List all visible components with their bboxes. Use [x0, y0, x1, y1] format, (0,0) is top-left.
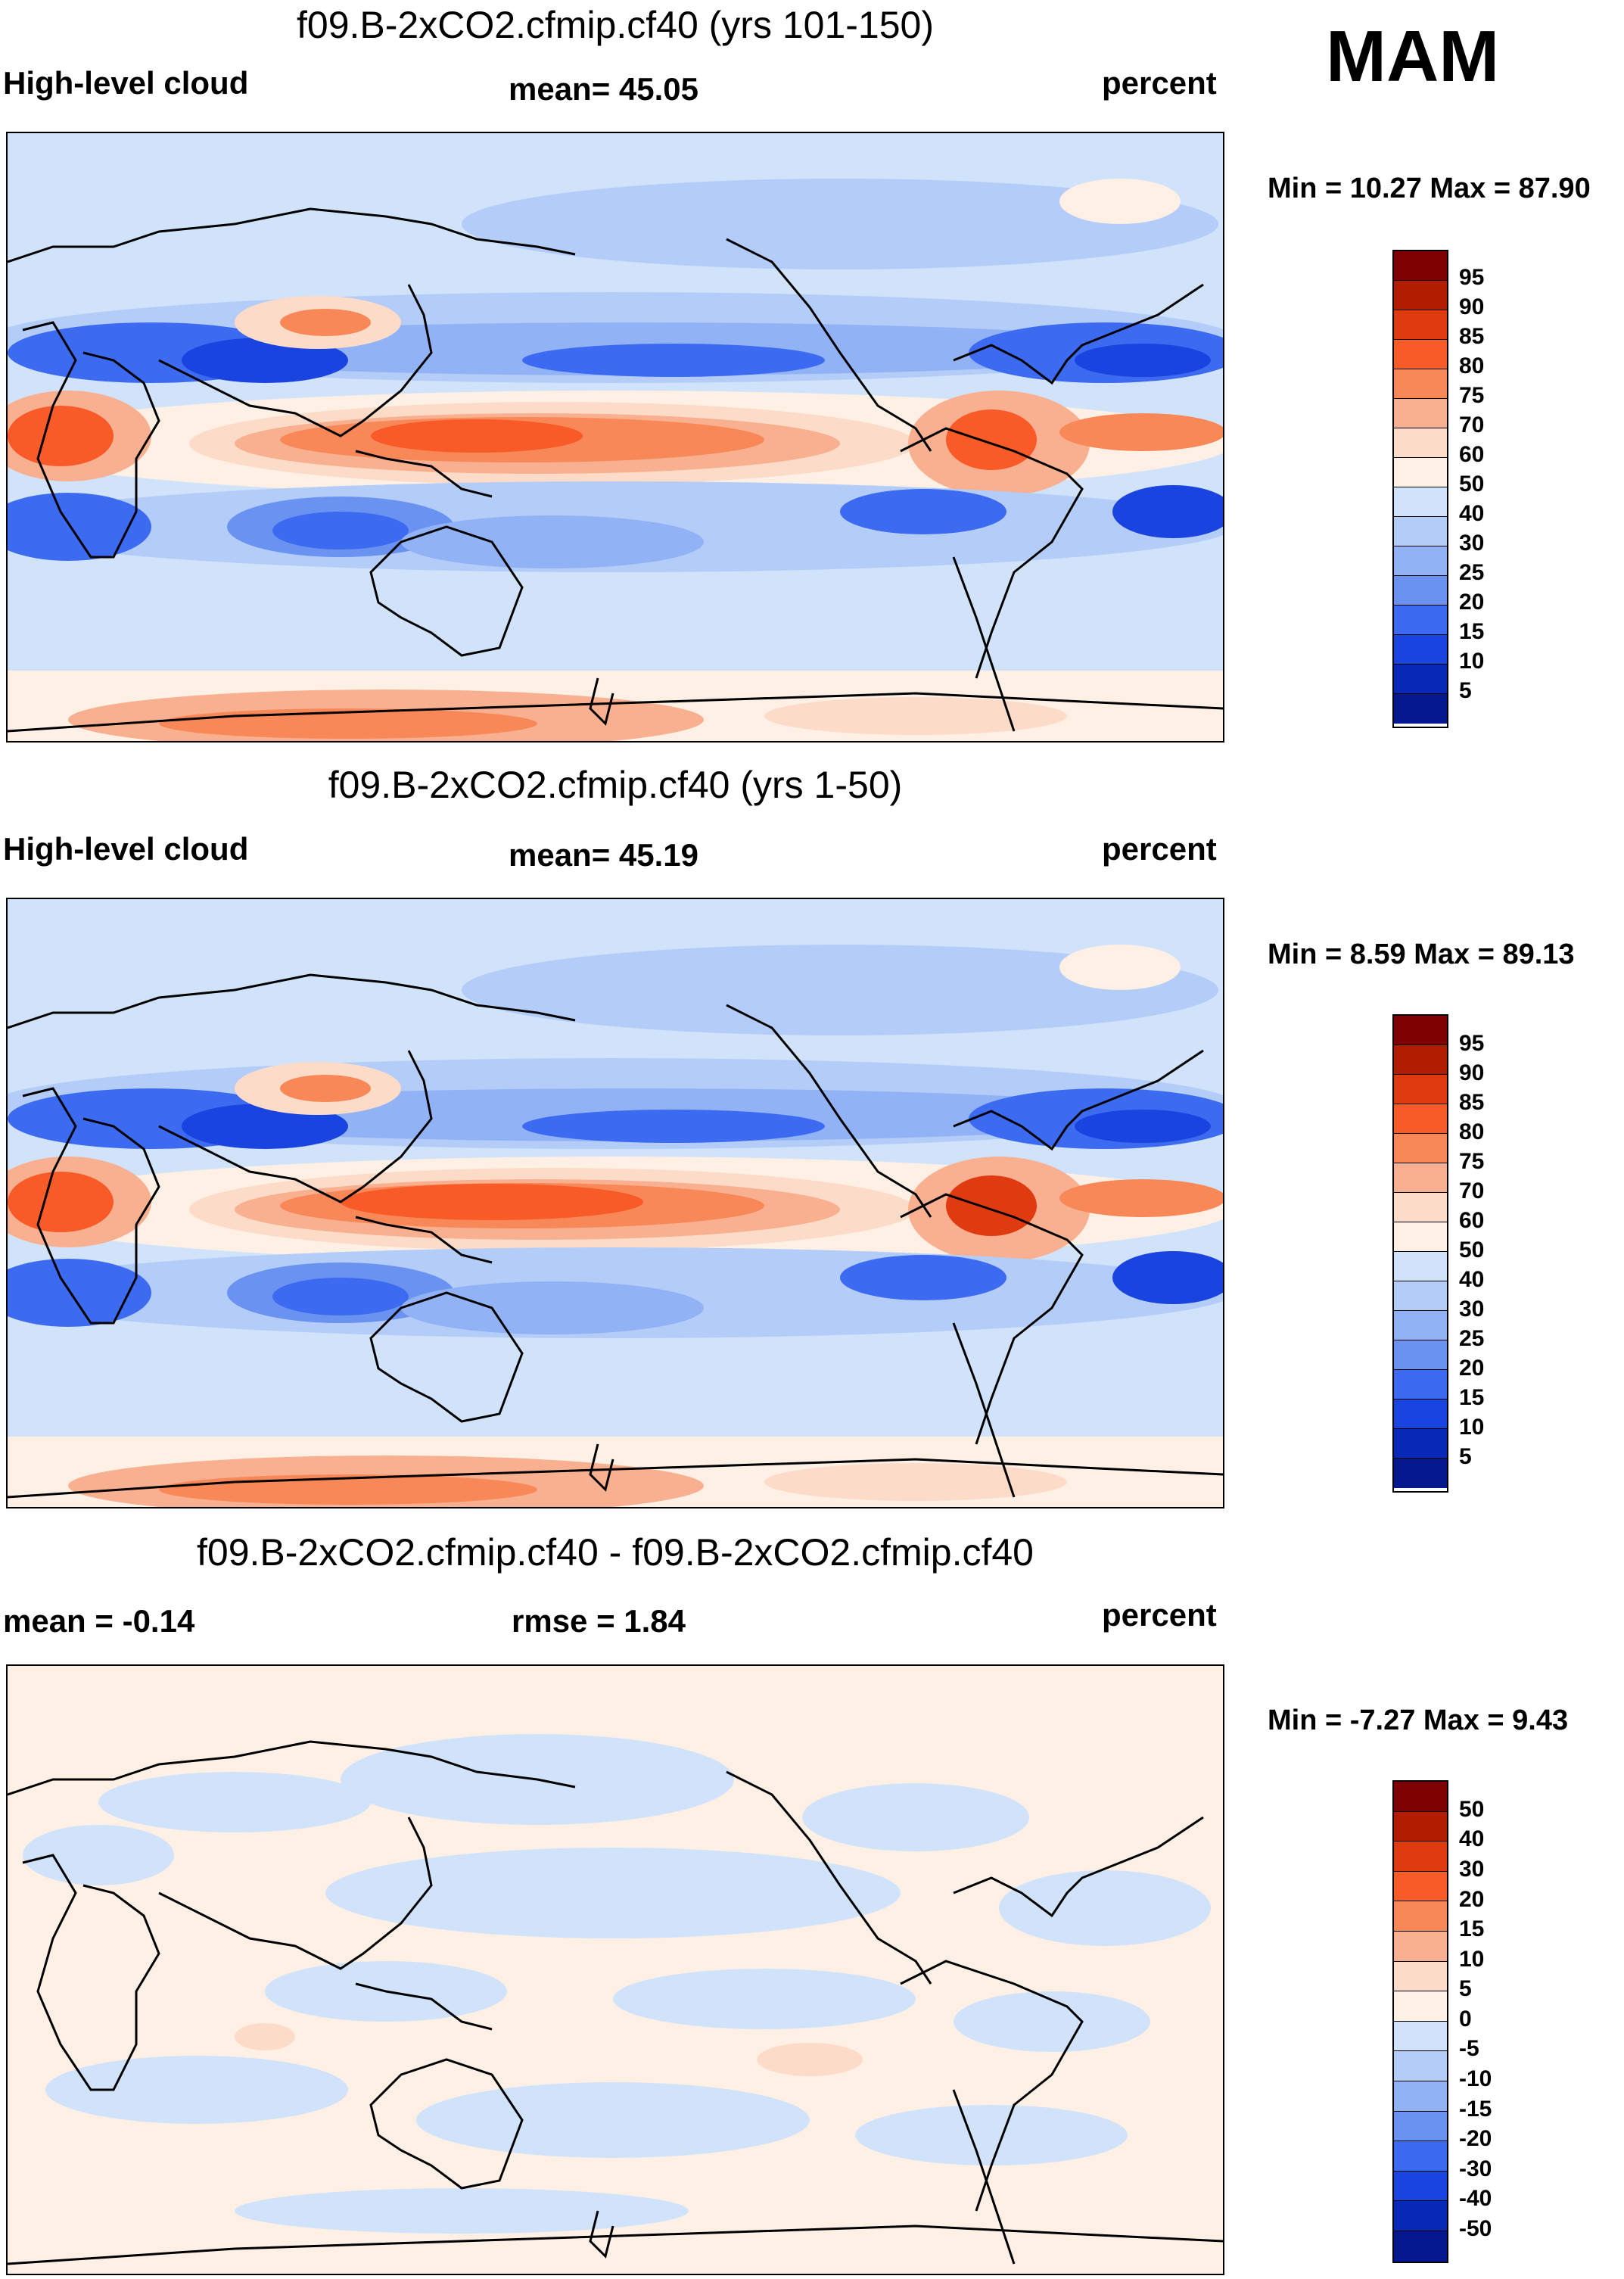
panel1-tick: 60 [1459, 442, 1485, 467]
panel1-minmax: Min = 10.27 Max = 87.90 [1268, 173, 1591, 204]
panel2-tick: 5 [1459, 1444, 1472, 1469]
panel1-tick: 85 [1459, 324, 1485, 349]
panel3-units-label: percent [1102, 1597, 1217, 1633]
panel2-units-label: percent [1102, 831, 1217, 867]
panel3-tick: -15 [1459, 2097, 1492, 2122]
panel2-tick: 90 [1459, 1060, 1485, 1085]
panel2-variable-label: High-level cloud [3, 831, 249, 867]
panel1-title: f09.B-2xCO2.cfmip.cf40 (yrs 101-150) [297, 4, 934, 46]
panel2-tick: 85 [1459, 1090, 1485, 1115]
panel2-tick: 75 [1459, 1149, 1485, 1174]
panel2-tick: 60 [1459, 1208, 1485, 1233]
panel3-tick: -20 [1459, 2126, 1492, 2151]
panel3-map [6, 1664, 1224, 2275]
panel3-colorbar [1392, 1780, 1448, 2263]
panel1-mean-label: mean= 45.05 [509, 71, 699, 107]
panel3-tick: -50 [1459, 2216, 1492, 2241]
panel1-tick: 15 [1459, 619, 1485, 644]
panel1-colorbar [1392, 250, 1448, 728]
panel1-tick: 70 [1459, 413, 1485, 437]
panel1-tick: 50 [1459, 472, 1485, 497]
panel2-tick: 15 [1459, 1385, 1485, 1410]
panel2-tick: 40 [1459, 1267, 1485, 1292]
panel3-minmax: Min = -7.27 Max = 9.43 [1268, 1705, 1569, 1736]
panel3-tick: -5 [1459, 2036, 1479, 2061]
panel2-map [6, 898, 1224, 1508]
panel1-map [6, 132, 1224, 743]
panel3-tick: -30 [1459, 2156, 1492, 2181]
panel2-mean-label: mean= 45.19 [509, 837, 699, 873]
panel1-contour-field [8, 133, 1223, 741]
panel1-units-label: percent [1102, 65, 1217, 101]
panel2-tick: 20 [1459, 1356, 1485, 1381]
panel1-tick: 20 [1459, 590, 1485, 615]
panel1-coastlines [8, 207, 1223, 733]
panel3-title: f09.B-2xCO2.cfmip.cf40 - f09.B-2xCO2.cfm… [197, 1531, 1034, 1574]
panel3-tick: 20 [1459, 1887, 1485, 1912]
panel3-tick: 50 [1459, 1797, 1485, 1822]
panel1-tick: 40 [1459, 501, 1485, 526]
panel3-tick: 0 [1459, 2007, 1472, 2031]
panel1-tick: 80 [1459, 353, 1485, 378]
panel2-tick: 30 [1459, 1297, 1485, 1322]
panel3-tick: 10 [1459, 1947, 1485, 1972]
panel1-tick: 5 [1459, 678, 1472, 703]
panel2-tick: 50 [1459, 1238, 1485, 1262]
panel2-colorbar [1392, 1014, 1448, 1493]
panel2-tick: 80 [1459, 1119, 1485, 1144]
panel2-contour-field [8, 899, 1223, 1507]
panel3-tick: 5 [1459, 1976, 1472, 2001]
panel2-tick: 10 [1459, 1415, 1485, 1440]
panel2-tick: 25 [1459, 1326, 1485, 1351]
panel2-tick: 70 [1459, 1178, 1485, 1203]
panel3-tick: 15 [1459, 1916, 1485, 1941]
season-label: MAM [1326, 16, 1500, 97]
panel1-tick: 25 [1459, 560, 1485, 585]
panel2-coastlines [8, 973, 1223, 1499]
panel3-tick: -40 [1459, 2186, 1492, 2211]
panel3-mean-label: mean = -0.14 [3, 1603, 195, 1639]
panel1-tick: 75 [1459, 383, 1485, 408]
panel1-tick: 10 [1459, 649, 1485, 674]
panel3-tick: -10 [1459, 2066, 1492, 2091]
panel2-tick: 95 [1459, 1031, 1485, 1056]
panel1-tick: 95 [1459, 265, 1485, 290]
panel3-tick: 30 [1459, 1857, 1485, 1882]
panel1-tick: 30 [1459, 531, 1485, 556]
panel1-variable-label: High-level cloud [3, 65, 249, 101]
panel3-coastlines [8, 1740, 1223, 2265]
panel3-rmse-label: rmse = 1.84 [512, 1603, 686, 1639]
panel3-tick: 40 [1459, 1826, 1485, 1851]
panel1-tick: 90 [1459, 294, 1485, 319]
panel2-title: f09.B-2xCO2.cfmip.cf40 (yrs 1-50) [328, 764, 903, 806]
panel3-contour-field [8, 1666, 1223, 2274]
panel2-minmax: Min = 8.59 Max = 89.13 [1268, 939, 1575, 970]
